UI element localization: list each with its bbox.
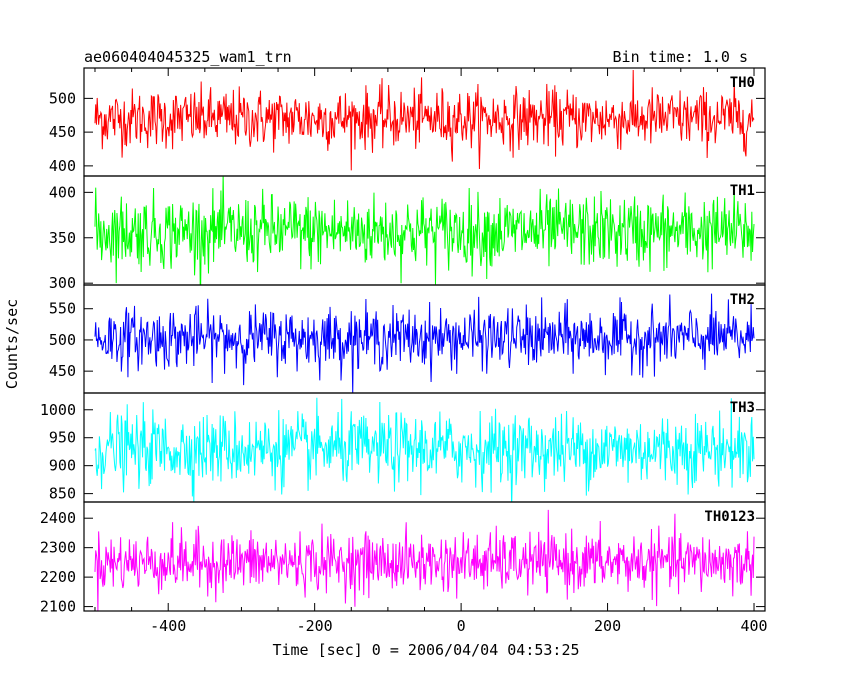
x-axis: -400 -200 0 200 400: [94, 68, 768, 635]
panel-th0: 400 450 500 TH0: [49, 67, 766, 177]
y-tick-label: 2400: [40, 509, 76, 527]
y-tick-label: 450: [49, 123, 76, 141]
y-tick-label: 350: [49, 229, 76, 247]
y-axis-label: Counts/sec: [3, 299, 21, 389]
x-tick-label: -400: [150, 617, 186, 635]
panel-label: TH2: [730, 292, 755, 308]
x-tick-label: 0: [457, 617, 466, 635]
y-tick-label: 2100: [40, 598, 76, 616]
y-tick-label: 2300: [40, 539, 76, 557]
chart-title: ae060404045325_wam1_trn: [84, 48, 292, 66]
y-tick-label: 400: [49, 183, 76, 201]
series-line-th0: [94, 69, 755, 171]
panel-th3: 850 900 950 1000 TH3: [40, 392, 766, 503]
y-tick-label: 400: [49, 157, 76, 175]
x-tick-label: 200: [594, 617, 621, 635]
panel-th0123: 2100 2200 2300 2400 TH0123: [40, 501, 766, 616]
panel-frame: [83, 67, 766, 177]
x-tick-label: -200: [297, 617, 333, 635]
panel-label: TH3: [730, 400, 755, 416]
y-tick-label: 500: [49, 89, 76, 107]
x-tick-label: 400: [740, 617, 767, 635]
y-tick-label: 2200: [40, 568, 76, 586]
series-line-th1: [94, 176, 755, 285]
panel-th1: 300 350 400 TH1: [49, 175, 766, 292]
series-line-th2: [94, 293, 755, 393]
y-tick-label: 900: [49, 457, 76, 475]
y-tick-label: 550: [49, 300, 76, 318]
y-tick-label: 450: [49, 362, 76, 380]
panels: 400 450 500 TH0 300 350 400 TH1 450 500 550 TH2 850 9…: [40, 67, 766, 616]
series-line-th0123: [94, 509, 755, 611]
y-tick-label: 850: [49, 485, 76, 503]
panel-label: TH0123: [704, 509, 755, 525]
y-tick-label: 300: [49, 274, 76, 292]
panel-label: TH0: [730, 75, 755, 91]
x-axis-label: Time [sec] 0 = 2006/04/04 04:53:25: [272, 641, 579, 659]
y-tick-label: 950: [49, 429, 76, 447]
bin-time-label: Bin time: 1.0 s: [613, 48, 748, 66]
panel-th2: 450 500 550 TH2: [49, 284, 766, 394]
y-tick-label: 1000: [40, 401, 76, 419]
y-tick-label: 500: [49, 331, 76, 349]
series-line-th3: [94, 397, 755, 502]
panel-label: TH1: [730, 183, 755, 199]
